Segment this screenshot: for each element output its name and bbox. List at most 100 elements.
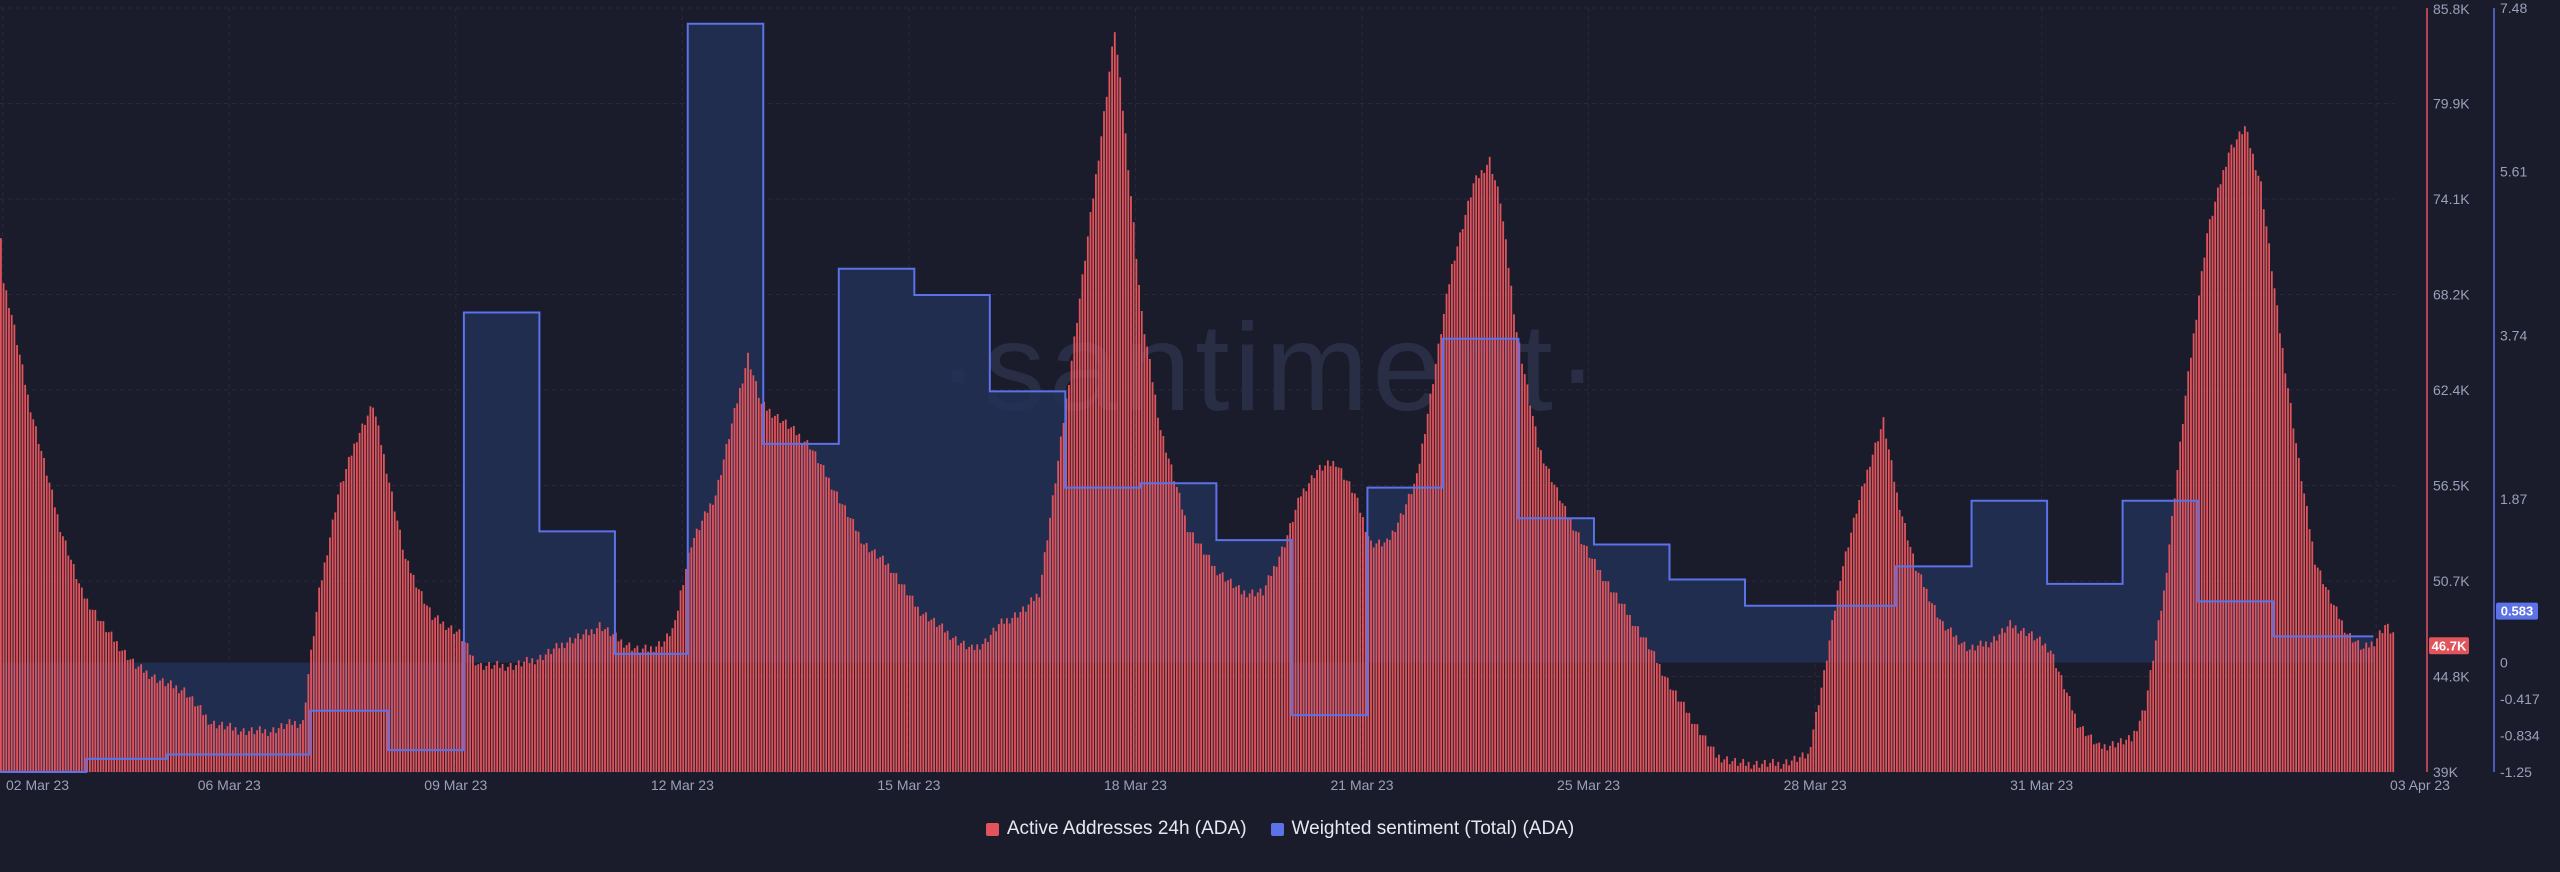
bar (1254, 596, 1256, 772)
x-tick-label: 02 Mar 23 (6, 777, 69, 793)
bar (943, 632, 946, 772)
bar (1920, 574, 1923, 772)
bar (1461, 229, 1464, 773)
bar (919, 615, 922, 772)
bar (1407, 493, 1410, 772)
bar (1434, 363, 1437, 772)
bar (507, 666, 509, 772)
bar (1014, 612, 1016, 772)
bar (2090, 734, 2093, 772)
bar (908, 595, 911, 772)
bar (296, 727, 299, 772)
bar (1372, 547, 1375, 772)
bar (404, 558, 407, 772)
bar (863, 544, 865, 772)
bar (765, 410, 768, 772)
bar (1162, 436, 1165, 772)
bar (1976, 645, 1979, 772)
bar (366, 415, 369, 772)
bar (1008, 623, 1011, 772)
bar (1742, 758, 1745, 772)
bar (2022, 627, 2025, 772)
bar (1696, 724, 1699, 772)
bar (401, 549, 404, 772)
bar (1353, 493, 1356, 772)
bar (1154, 394, 1157, 772)
bar (2341, 620, 2343, 772)
bar (1402, 514, 1405, 772)
bar (873, 549, 876, 772)
bar (1167, 458, 1170, 772)
x-tick-label: 09 Mar 23 (424, 777, 487, 793)
bar (56, 514, 59, 772)
bar (393, 511, 396, 772)
sentiment-step-line (0, 22, 2374, 773)
active-addresses-series (0, 32, 2395, 773)
bar (1326, 460, 1329, 772)
bar (1844, 551, 1847, 772)
bar (436, 615, 439, 772)
bar (663, 641, 666, 772)
bar (1790, 760, 1793, 772)
bar (99, 620, 102, 772)
bar (714, 495, 717, 772)
bar (1701, 735, 1704, 772)
bar (455, 631, 458, 772)
bar (701, 520, 704, 772)
bar (134, 668, 137, 772)
bar (774, 415, 776, 772)
bar (1974, 650, 1977, 772)
bar (693, 538, 695, 772)
bar (1424, 434, 1426, 772)
bar (763, 401, 766, 772)
bar (927, 621, 930, 772)
bar (2297, 457, 2300, 772)
bar (1345, 480, 1348, 772)
bar (992, 627, 995, 772)
bar (142, 672, 145, 772)
bar (1906, 540, 1909, 772)
bar (1917, 572, 1920, 772)
bar (509, 662, 512, 772)
x-tick-label: 03 Apr 23 (2390, 777, 2450, 793)
bar (1518, 342, 1521, 772)
bar (105, 632, 107, 772)
bar (1704, 735, 1707, 772)
bar (1378, 539, 1381, 772)
bar (1688, 712, 1691, 772)
bar (1828, 640, 1831, 772)
bar (1383, 542, 1386, 772)
bar (784, 419, 787, 772)
bar (275, 733, 277, 772)
bar (1019, 612, 1022, 772)
bar (846, 517, 849, 772)
bar (574, 638, 577, 772)
bar (1068, 385, 1070, 772)
legend-item-sentiment[interactable]: Weighted sentiment (Total) (ADA) (1270, 818, 1574, 840)
bar (517, 660, 520, 772)
bar (1011, 617, 1014, 772)
bar (1499, 203, 1502, 773)
bar (887, 563, 890, 772)
bar (587, 635, 590, 772)
y-tick-label-inner: -0.834 (2500, 728, 2540, 744)
bar (749, 369, 752, 772)
bar (2028, 633, 2030, 772)
bar (1248, 593, 1251, 772)
bar (269, 732, 272, 772)
bar (1127, 170, 1130, 772)
bar (2233, 147, 2235, 772)
bar (1003, 623, 1006, 772)
bar (1351, 492, 1354, 772)
bar (2111, 741, 2114, 772)
legend-item-active-addresses[interactable]: Active Addresses 24h (ADA) (985, 818, 1247, 840)
bar (1113, 32, 1116, 772)
bar (2225, 166, 2227, 772)
bar (1998, 634, 2001, 772)
bar (21, 364, 24, 772)
bar (795, 435, 798, 772)
bar (798, 433, 801, 772)
bar (24, 384, 27, 772)
bar (1629, 614, 1631, 772)
bar (752, 375, 755, 772)
